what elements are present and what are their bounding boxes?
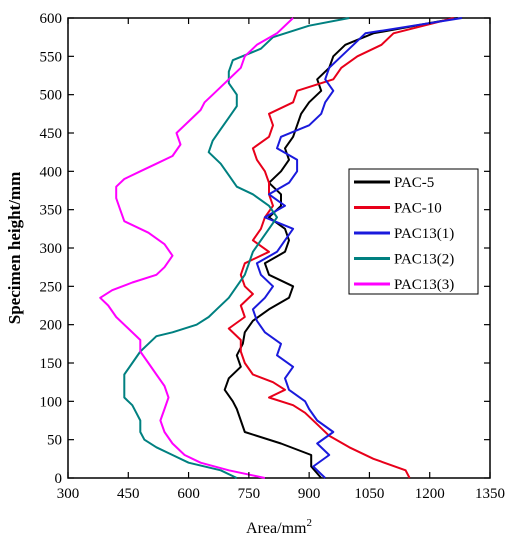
series-layer bbox=[99, 17, 463, 479]
legend-label-1: PAC-5 bbox=[394, 175, 434, 191]
y-tick-label: 450 bbox=[40, 126, 63, 142]
series-line-4 bbox=[123, 17, 350, 479]
x-tick-label: 300 bbox=[57, 486, 80, 502]
x-axis-title: Area/mm2 bbox=[246, 517, 312, 537]
y-tick-label: 500 bbox=[40, 88, 63, 104]
y-tick-label: 50 bbox=[47, 433, 62, 449]
legend-label-2: PAC-10 bbox=[394, 201, 442, 217]
series-line-2 bbox=[227, 17, 455, 479]
legend: PAC-5 PAC-10 PAC13(1) PAC13(2) PAC13(3) bbox=[348, 168, 479, 295]
x-tick-label: 750 bbox=[238, 486, 261, 502]
series-line-1 bbox=[223, 17, 458, 479]
legend-label-4: PAC13(2) bbox=[394, 252, 454, 268]
x-axis-title-superscript: 2 bbox=[306, 517, 312, 529]
y-tick-label: 100 bbox=[40, 394, 63, 410]
y-tick-label: 350 bbox=[40, 203, 63, 219]
legend-label-5: PAC13(3) bbox=[394, 277, 454, 293]
x-tick-label: 1350 bbox=[475, 486, 505, 502]
y-tick-label: 0 bbox=[55, 471, 63, 487]
y-tick-label: 550 bbox=[40, 49, 63, 65]
y-tick-label: 300 bbox=[40, 241, 63, 257]
x-tick-label: 450 bbox=[117, 486, 140, 502]
y-tick-label: 600 bbox=[40, 11, 63, 27]
x-tick-label: 1200 bbox=[415, 486, 445, 502]
y-tick-label: 250 bbox=[40, 279, 63, 295]
legend-label-3: PAC13(1) bbox=[394, 226, 454, 242]
series-line-3 bbox=[251, 17, 463, 479]
x-tick-label: 900 bbox=[298, 486, 321, 502]
y-tick-label: 400 bbox=[40, 164, 63, 180]
y-axis-title: Specimen height/mm bbox=[5, 172, 24, 325]
y-tick-label: 200 bbox=[40, 318, 63, 334]
y-tick-label: 150 bbox=[40, 356, 63, 372]
ticks-layer: 300 450 600 750 900 1050 1200 1350 0 50 100 150 200 2… bbox=[40, 11, 506, 502]
x-tick-label: 600 bbox=[177, 486, 200, 502]
x-tick-label: 1050 bbox=[354, 486, 384, 502]
series-line-5 bbox=[99, 17, 294, 479]
